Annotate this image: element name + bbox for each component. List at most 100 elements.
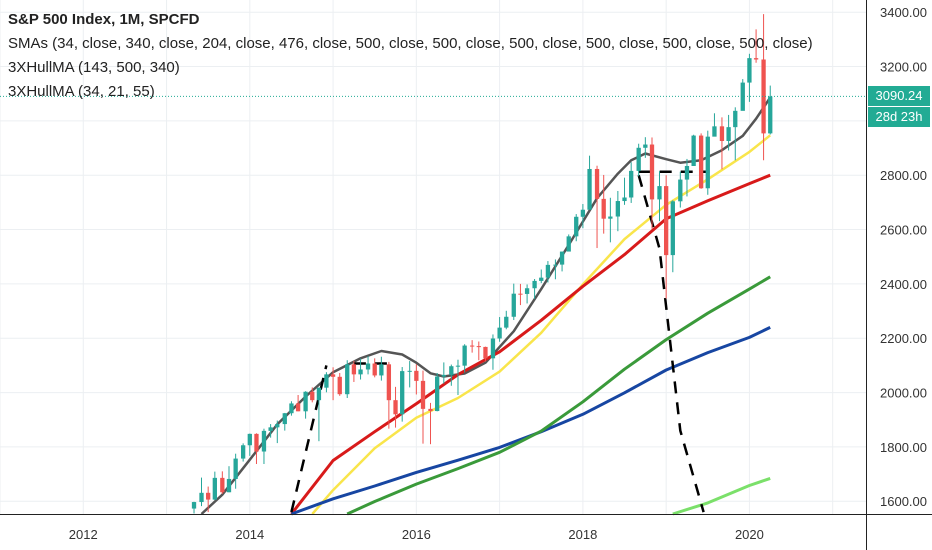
- y-tick-label: 2400.00: [880, 277, 927, 292]
- candle-down: [372, 363, 377, 376]
- candle-up: [345, 364, 350, 395]
- candle-up: [358, 369, 363, 375]
- candle-up: [282, 413, 287, 425]
- candle-up: [532, 280, 537, 289]
- candle-down: [310, 391, 315, 401]
- symbol-title[interactable]: S&P 500 Index, 1M, SPCFD: [8, 11, 200, 28]
- candle-up: [524, 288, 530, 294]
- candle-up: [324, 374, 329, 388]
- candle-up: [435, 376, 440, 412]
- candle-up: [490, 338, 496, 359]
- moving-average-line: [290, 326, 771, 516]
- trend-line: [290, 365, 328, 513]
- candle-down: [476, 346, 481, 348]
- candle-down: [649, 144, 655, 200]
- candle-up: [670, 201, 675, 256]
- candle-down: [254, 433, 259, 452]
- candle-down: [664, 186, 669, 256]
- candle-down: [220, 477, 225, 493]
- candle-up: [233, 458, 238, 479]
- candle-up: [705, 136, 710, 189]
- candle-up: [199, 492, 204, 503]
- y-tick-label: 1600.00: [880, 494, 927, 509]
- candle-up: [261, 430, 267, 452]
- candle-up: [733, 110, 738, 128]
- candle-up: [566, 236, 571, 252]
- candle-up: [691, 135, 696, 166]
- candle-up: [407, 370, 412, 372]
- bar-countdown-label: 28d 23h: [868, 107, 930, 128]
- indicator-lines: [200, 96, 772, 516]
- candle-down: [469, 345, 475, 347]
- y-tick-label: 3200.00: [880, 60, 927, 75]
- candle-up: [497, 327, 502, 339]
- candle-up: [504, 316, 509, 328]
- candle-up: [240, 445, 246, 459]
- candle-down: [420, 380, 426, 409]
- moving-average-line: [311, 134, 771, 515]
- candle-up: [622, 197, 627, 202]
- candle-up: [365, 363, 371, 370]
- candle-up: [379, 364, 384, 376]
- candle-up: [316, 387, 322, 401]
- candle-down: [518, 293, 523, 295]
- candle-up: [684, 165, 690, 180]
- chart-legend: S&P 500 Index, 1M, SPCFD SMAs (34, close…: [8, 8, 813, 104]
- x-tick-label: 2018: [568, 527, 597, 542]
- candle-down: [594, 168, 600, 199]
- moving-average-line: [346, 275, 771, 516]
- candle-up: [587, 168, 592, 210]
- candle-up: [303, 391, 308, 412]
- moving-average-line: [290, 173, 771, 515]
- candle-up: [462, 345, 467, 366]
- candle-down: [386, 364, 392, 401]
- candle-up: [226, 478, 232, 493]
- candle-up: [511, 293, 516, 317]
- candle-up: [580, 209, 586, 217]
- y-tick-label: 2200.00: [880, 331, 927, 346]
- candle-up: [615, 201, 621, 217]
- candle-up: [740, 82, 745, 111]
- hull-legend-1[interactable]: 3XHullMA (143, 500, 340): [8, 59, 180, 76]
- moving-average-line: [200, 96, 772, 515]
- candle-down: [761, 59, 766, 134]
- y-tick-label: 2600.00: [880, 223, 927, 238]
- candle-up: [657, 186, 662, 200]
- x-tick-label: 2012: [69, 527, 98, 542]
- candle-down: [483, 346, 488, 359]
- candle-up: [545, 264, 551, 278]
- candle-up: [212, 477, 217, 500]
- x-tick-label: 2020: [735, 527, 764, 542]
- x-tick-label: 2016: [402, 527, 431, 542]
- candle-up: [643, 144, 648, 148]
- y-tick-label: 3400.00: [880, 5, 927, 20]
- candle-up: [629, 170, 634, 198]
- candle-up: [191, 502, 197, 509]
- hull-legend-2[interactable]: 3XHullMA (34, 21, 55): [8, 83, 155, 100]
- candle-up: [559, 251, 565, 265]
- candle-up: [574, 216, 579, 237]
- sma-legend[interactable]: SMAs (34, close, 340, close, 204, close,…: [8, 35, 813, 52]
- candle-down: [601, 198, 606, 219]
- time-axis[interactable]: 2012 2014 2016 2018 2020: [0, 514, 932, 543]
- candle-up: [678, 179, 683, 202]
- candle-down: [351, 364, 357, 375]
- candle-down: [393, 400, 398, 415]
- last-price-label: 3090.24: [868, 86, 930, 107]
- candle-down: [414, 370, 419, 381]
- candle-up: [275, 424, 280, 428]
- candle-up: [539, 277, 544, 281]
- candle-up: [768, 96, 773, 134]
- candle-down: [330, 374, 336, 377]
- candle-up: [608, 216, 613, 219]
- candle-down: [753, 58, 759, 60]
- candle-down: [719, 126, 725, 141]
- candle-down: [698, 135, 704, 189]
- candle-up: [247, 433, 252, 446]
- y-tick-label: 2800.00: [880, 168, 927, 183]
- candle-up: [441, 374, 446, 377]
- price-axis[interactable]: 1600.00 1800.00 2000.00 2200.00 2400.00 2600.…: [866, 0, 928, 550]
- candle-down: [337, 376, 342, 395]
- candle-up: [726, 127, 731, 141]
